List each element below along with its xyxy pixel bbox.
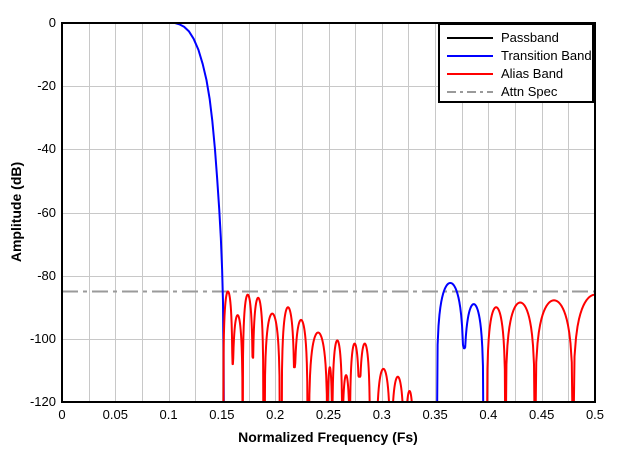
legend-label-alias-band: Alias Band: [501, 66, 564, 81]
legend-label-transition-band: Transition Band: [501, 48, 592, 63]
x-tick-label: 0: [58, 407, 66, 422]
passband-line-sample: [447, 37, 493, 39]
x-tick-label: 0.3: [372, 407, 391, 422]
alias-band-line-sample: [447, 73, 493, 75]
x-tick-label: 0.15: [209, 407, 235, 422]
x-tick-label: 0.05: [102, 407, 128, 422]
y-tick-label: -80: [37, 267, 56, 283]
y-tick-label: -20: [37, 78, 56, 94]
x-tick-label: 0.4: [479, 407, 498, 422]
legend-label-attn-spec: Attn Spec: [501, 84, 558, 99]
legend-item-passband: Passband: [440, 29, 592, 47]
y-tick-label: -100: [29, 330, 56, 346]
legend-item-attn-spec: Attn Spec: [440, 83, 592, 101]
x-tick-label: 0.35: [422, 407, 448, 422]
x-axis-title: Normalized Frequency (Fs): [238, 429, 418, 445]
legend: Passband Transition Band Alias Band Attn…: [438, 23, 594, 103]
x-tick-label: 0.1: [159, 407, 178, 422]
x-tick-label: 0.5: [585, 407, 605, 422]
y-tick-label: -120: [29, 394, 56, 409]
attn-spec-line-sample: [447, 91, 493, 93]
y-tick-label: -40: [37, 141, 56, 157]
x-tick-label: 0.45: [529, 407, 555, 422]
legend-item-transition-band: Transition Band: [440, 47, 592, 65]
y-tick-label: -60: [37, 204, 56, 220]
legend-label-passband: Passband: [501, 30, 559, 45]
x-tick-label: 0.2: [266, 407, 285, 422]
transition-band-line-sample: [447, 55, 493, 57]
legend-item-alias-band: Alias Band: [440, 65, 592, 83]
y-tick-label: 0: [48, 15, 56, 30]
x-tick-label: 0.25: [315, 407, 342, 422]
